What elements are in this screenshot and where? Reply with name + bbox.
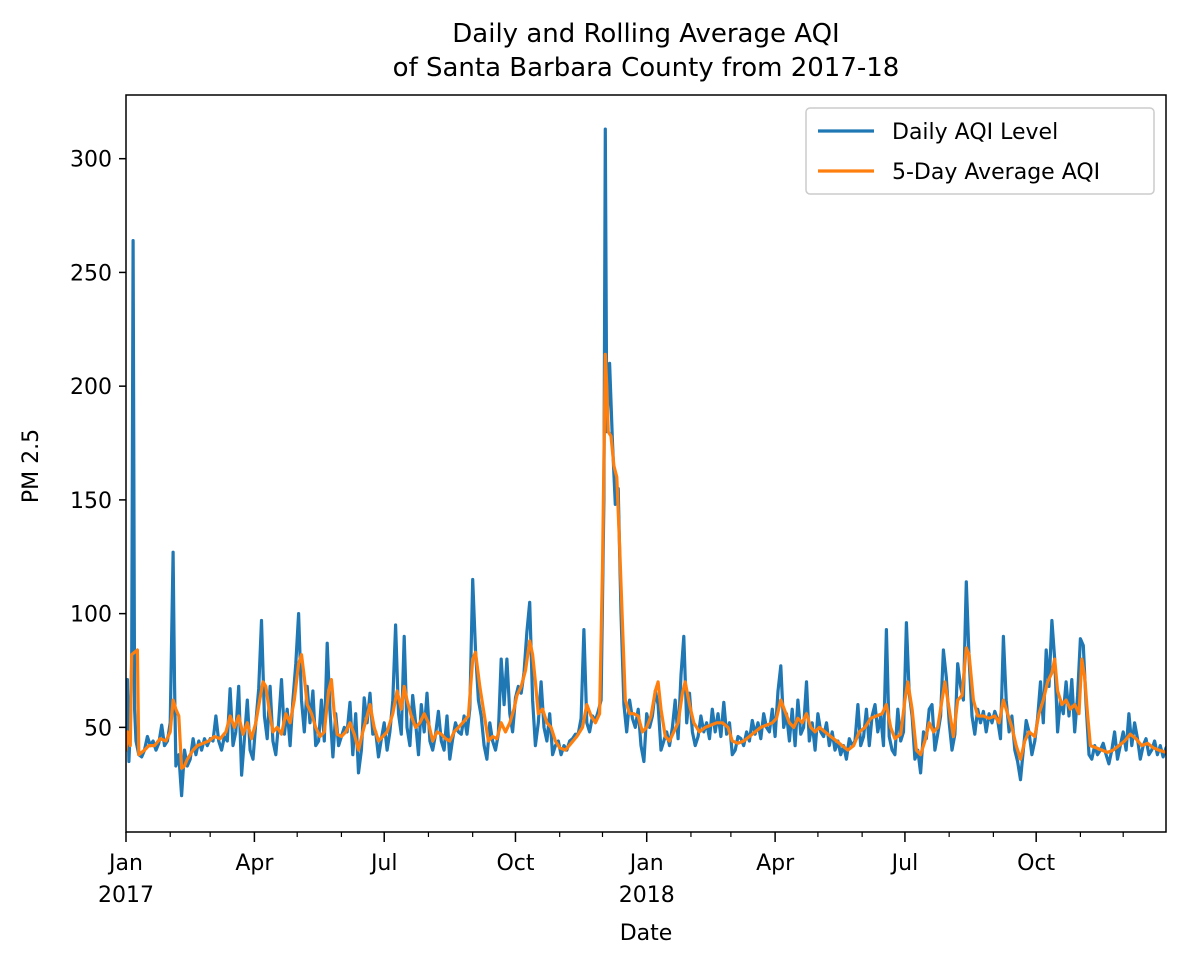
- y-tick-label: 50: [84, 716, 112, 741]
- x-tick-label: Jul: [369, 851, 398, 876]
- x-tick-label: Jan: [628, 851, 664, 876]
- x-tick-sublabel: 2017: [98, 883, 154, 908]
- x-axis-label: Date: [620, 921, 673, 946]
- y-tick-label: 250: [70, 261, 112, 286]
- y-axis-label: PM 2.5: [19, 429, 44, 503]
- legend-label: 5-Day Average AQI: [892, 160, 1100, 185]
- chart-subtitle: of Santa Barbara County from 2017-18: [393, 53, 900, 83]
- legend-box: [805, 107, 1155, 195]
- x-tick-label: Jul: [890, 851, 919, 876]
- y-tick-label: 300: [70, 148, 112, 173]
- series-line-daily-aqi: [126, 127, 1166, 798]
- plot-area: [126, 127, 1166, 798]
- x-tick-label: Jan: [107, 851, 143, 876]
- x-tick-label: Apr: [235, 851, 274, 876]
- chart-title: Daily and Rolling Average AQI: [452, 19, 839, 49]
- y-tick-label: 150: [70, 489, 112, 514]
- x-tick-sublabel: 2018: [619, 883, 675, 908]
- x-tick-label: Oct: [1017, 851, 1055, 876]
- legend: Daily AQI Level 5-Day Average AQI: [805, 107, 1155, 195]
- legend-label: Daily AQI Level: [892, 120, 1058, 145]
- axes: 50 100 150 200 250 300 Jan 2017 Apr Jul Oct Jan 2018…: [70, 94, 1167, 908]
- y-tick-label: 100: [70, 603, 112, 628]
- x-tick-label: Apr: [756, 851, 795, 876]
- x-tick-label: Oct: [496, 851, 534, 876]
- y-tick-label: 200: [70, 375, 112, 400]
- series-line-five-day-average: [126, 352, 1166, 770]
